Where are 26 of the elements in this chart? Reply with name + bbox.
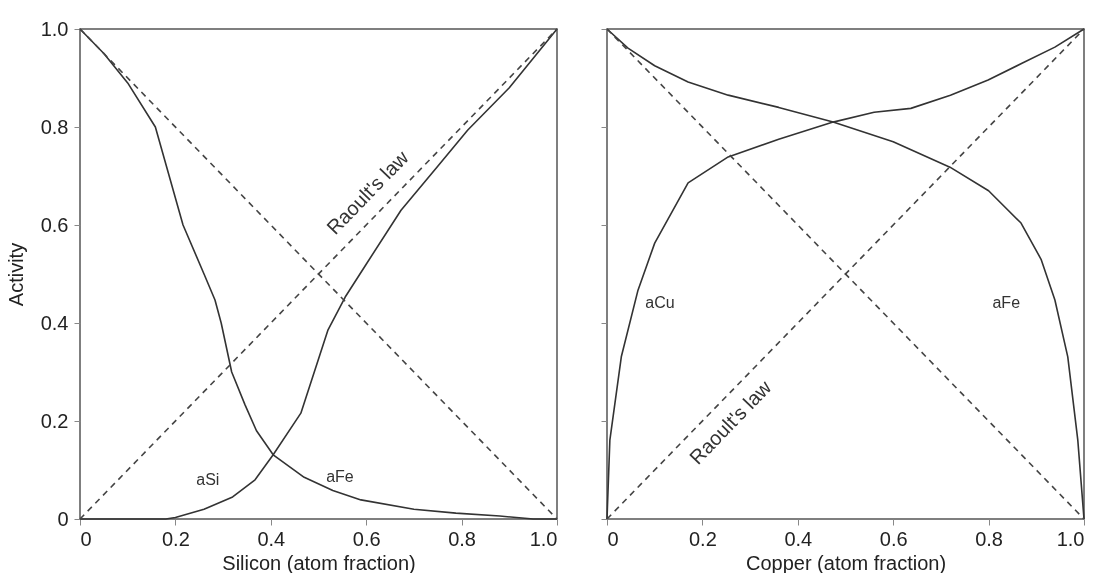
annotation: aFe — [992, 294, 1021, 312]
y-tick-label: 0.6 — [40, 213, 69, 236]
line-series — [79, 28, 558, 520]
x-tick-label: 0.8 — [448, 527, 477, 550]
y-tick-label: 1.0 — [40, 17, 69, 40]
y-tick-label: 0.2 — [40, 409, 69, 432]
x-tick-label: 0.2 — [688, 527, 717, 550]
x-axis-title: Copper (atom fraction) — [745, 551, 947, 573]
annotation: aCu — [645, 294, 675, 312]
x-tick-label: 0.6 — [879, 527, 908, 550]
annotation: aSi — [196, 470, 220, 488]
x-tick-label: 1.0 — [529, 527, 558, 550]
x-tick-label: 0.2 — [161, 527, 190, 550]
y-tick-label: 0.4 — [40, 311, 69, 334]
y-tick-label: 0 — [57, 507, 69, 530]
x-axis-title: Silicon (atom fraction) — [222, 551, 416, 573]
x-tick-label: 1.0 — [1056, 527, 1085, 550]
x-tick-label: 0.6 — [352, 527, 381, 550]
x-tick-label: 0.4 — [257, 527, 286, 550]
annotation: aFe — [326, 467, 354, 485]
x-tick-label: 0.4 — [784, 527, 813, 550]
x-tick-label: 0 — [80, 527, 92, 550]
y-tick-label: 0.8 — [40, 115, 69, 138]
y-axis-title: Activity — [4, 242, 27, 307]
x-tick-label: 0.8 — [975, 527, 1004, 550]
x-tick-label: 0 — [607, 527, 619, 550]
